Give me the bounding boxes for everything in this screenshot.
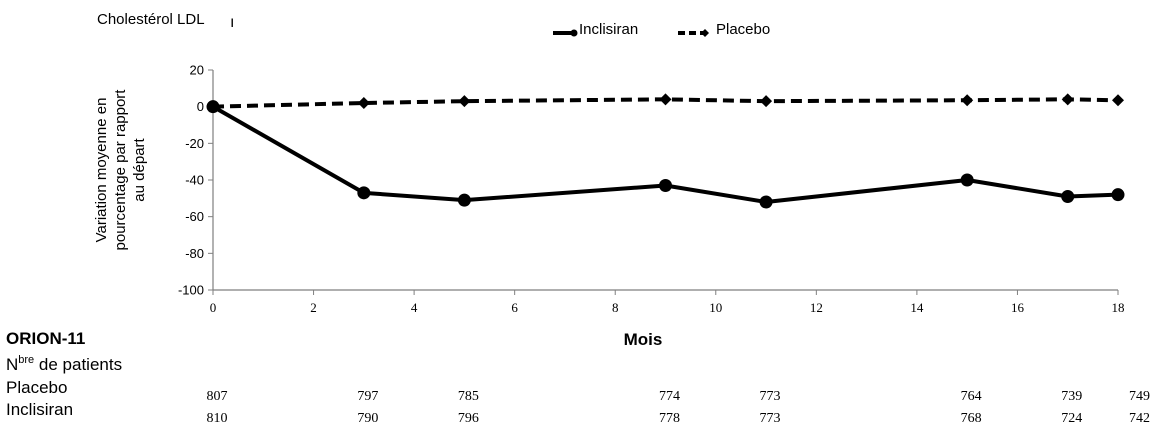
patients-table: ORION-11 Nbre de patients Placebo Inclis… (6, 329, 1150, 426)
placebo-count: 807 (207, 389, 228, 404)
inclisiran-point (960, 173, 974, 187)
patients-header: Nbre de patients (6, 354, 122, 374)
y-axis-title-line-3: au départ (131, 137, 148, 201)
placebo-point (1061, 93, 1074, 106)
placebo-point (760, 95, 773, 108)
inclisiran-count: 796 (458, 411, 479, 426)
placebo-count: 797 (357, 389, 378, 404)
y-tick-label: 20 (190, 63, 204, 78)
legend-placebo-marker (701, 29, 709, 37)
x-tick-label: 16 (1011, 300, 1025, 315)
inclisiran-point (1061, 190, 1075, 203)
chart-title: Cholestérol LDL (97, 11, 205, 28)
x-tick-label: 0 (210, 300, 217, 315)
placebo-count: 764 (961, 389, 982, 404)
inclisiran-point (659, 179, 672, 192)
placebo-line (212, 97, 1119, 109)
x-axis-title: Mois (624, 330, 663, 349)
x-tick-label: 12 (810, 300, 823, 315)
inclisiran-line (212, 104, 1119, 204)
patients-header-base: N (6, 355, 18, 374)
study-name: ORION-11 (6, 329, 85, 348)
inclisiran-count: 768 (961, 411, 982, 426)
x-tick-label: 10 (709, 300, 722, 315)
placebo-point (1112, 94, 1124, 107)
legend-inclisiran-marker (570, 29, 578, 37)
x-tick-label: 4 (411, 300, 418, 315)
plot-series (206, 93, 1125, 209)
x-tick-label: 18 (1112, 300, 1125, 315)
y-axis-title-line-1: Variation moyenne en (93, 98, 110, 243)
inclisiran-count: 778 (659, 411, 680, 426)
title-mark: ı (230, 14, 234, 31)
placebo-point (961, 94, 974, 107)
inclisiran-point (457, 193, 471, 207)
inclisiran-count: 742 (1129, 411, 1150, 426)
y-tick-label: -80 (185, 246, 204, 261)
placebo-point (458, 95, 471, 108)
inclisiran-point (357, 186, 371, 200)
y-tick-label: -100 (178, 283, 204, 298)
placebo-count: 749 (1129, 389, 1150, 404)
legend-inclisiran-label: Inclisiran (579, 21, 638, 38)
x-tick-label: 14 (910, 300, 924, 315)
inclisiran-point (206, 100, 220, 114)
patients-header-rest: de patients (34, 355, 122, 374)
inclisiran-count: 724 (1061, 411, 1082, 426)
y-axis-title: Variation moyenne en pourcentage par rap… (93, 89, 148, 251)
placebo-count: 774 (659, 389, 680, 404)
legend: Inclisiran Placebo (553, 21, 770, 38)
x-tick-label: 2 (310, 300, 317, 315)
inclisiran-count: 790 (357, 411, 378, 426)
row-label-inclisiran: Inclisiran (6, 400, 73, 419)
x-tick-label: 8 (612, 300, 619, 315)
axes: 20 0 -20 -40 -60 -80 -100 0 2 4 6 8 10 12 14 16 18 (178, 63, 1125, 316)
y-tick-label: -60 (185, 209, 204, 224)
inclisiran-point (759, 195, 773, 209)
inclisiran-count: 773 (760, 411, 781, 426)
y-tick-label: 0 (197, 99, 204, 114)
inclisiran-count: 810 (207, 411, 228, 426)
patients-table-values: 807 797 785 774 773 764 739 749 810 790 796 778 773 7… (207, 389, 1151, 426)
placebo-count: 739 (1061, 389, 1082, 404)
placebo-point (357, 97, 370, 109)
patients-header-superscript: bre (18, 354, 34, 366)
y-tick-label: -40 (185, 173, 204, 188)
placebo-count: 785 (458, 389, 479, 404)
legend-placebo-label: Placebo (716, 21, 770, 38)
placebo-count: 773 (760, 389, 781, 404)
inclisiran-point (1111, 188, 1125, 202)
x-tick-label: 6 (511, 300, 518, 315)
y-axis-title-line-2: pourcentage par rapport (112, 89, 129, 251)
row-label-placebo: Placebo (6, 378, 67, 397)
placebo-point (659, 93, 672, 106)
y-tick-label: -20 (185, 136, 204, 151)
